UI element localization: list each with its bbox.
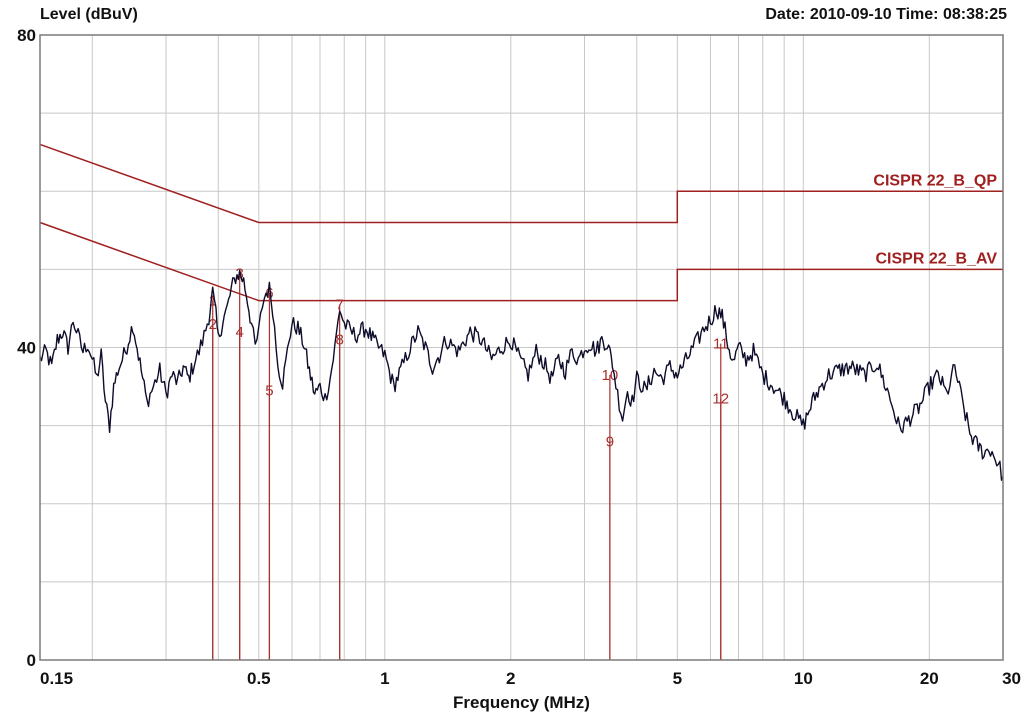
- y-tick-label: 40: [17, 339, 36, 358]
- x-tick-label: 10: [794, 669, 813, 688]
- markers: 123456789101112: [209, 265, 729, 660]
- x-tick-label: 0.15: [40, 669, 73, 688]
- marker-label-4: 4: [236, 324, 244, 341]
- x-tick-label: 2: [506, 669, 515, 688]
- x-tick-label: 30: [1002, 669, 1021, 688]
- y-tick-labels: 0 40 80: [17, 26, 36, 670]
- marker-label-12: 12: [712, 390, 729, 407]
- x-axis-title: Frequency (MHz): [453, 693, 590, 712]
- limit-lines: CISPR 22_B_QP CISPR 22_B_AV: [39, 143, 1003, 302]
- y-tick-label: 80: [17, 26, 36, 45]
- marker-label-6: 6: [265, 285, 273, 302]
- y-tick-label: 0: [27, 651, 36, 670]
- limit-line-av: [39, 221, 1003, 302]
- plot-frame: [39, 34, 1004, 661]
- x-tick-labels: 0.15 0.5 1 2 5 10 20 30: [40, 669, 1021, 688]
- x-tick-label: 1: [380, 669, 389, 688]
- marker-label-2: 2: [209, 316, 217, 333]
- date-time-readout: Date: 2010-09-10 Time: 08:38:25: [765, 6, 1007, 23]
- limit-label-qp: CISPR 22_B_QP: [873, 172, 997, 189]
- marker-label-11: 11: [713, 336, 729, 353]
- trace: [39, 269, 1004, 481]
- grid: [40, 35, 1004, 660]
- y-axis-title: Level (dBuV): [40, 6, 138, 23]
- trace-line-0: [39, 269, 1004, 481]
- marker-label-8: 8: [335, 332, 343, 349]
- marker-label-7: 7: [335, 297, 343, 314]
- x-tick-label: 5: [673, 669, 682, 688]
- x-tick-label: 20: [920, 669, 939, 688]
- limit-line-qp: [39, 143, 1003, 224]
- limit-label-av: CISPR 22_B_AV: [875, 250, 997, 267]
- x-tick-label: 0.5: [247, 669, 271, 688]
- marker-label-1: 1: [209, 293, 217, 310]
